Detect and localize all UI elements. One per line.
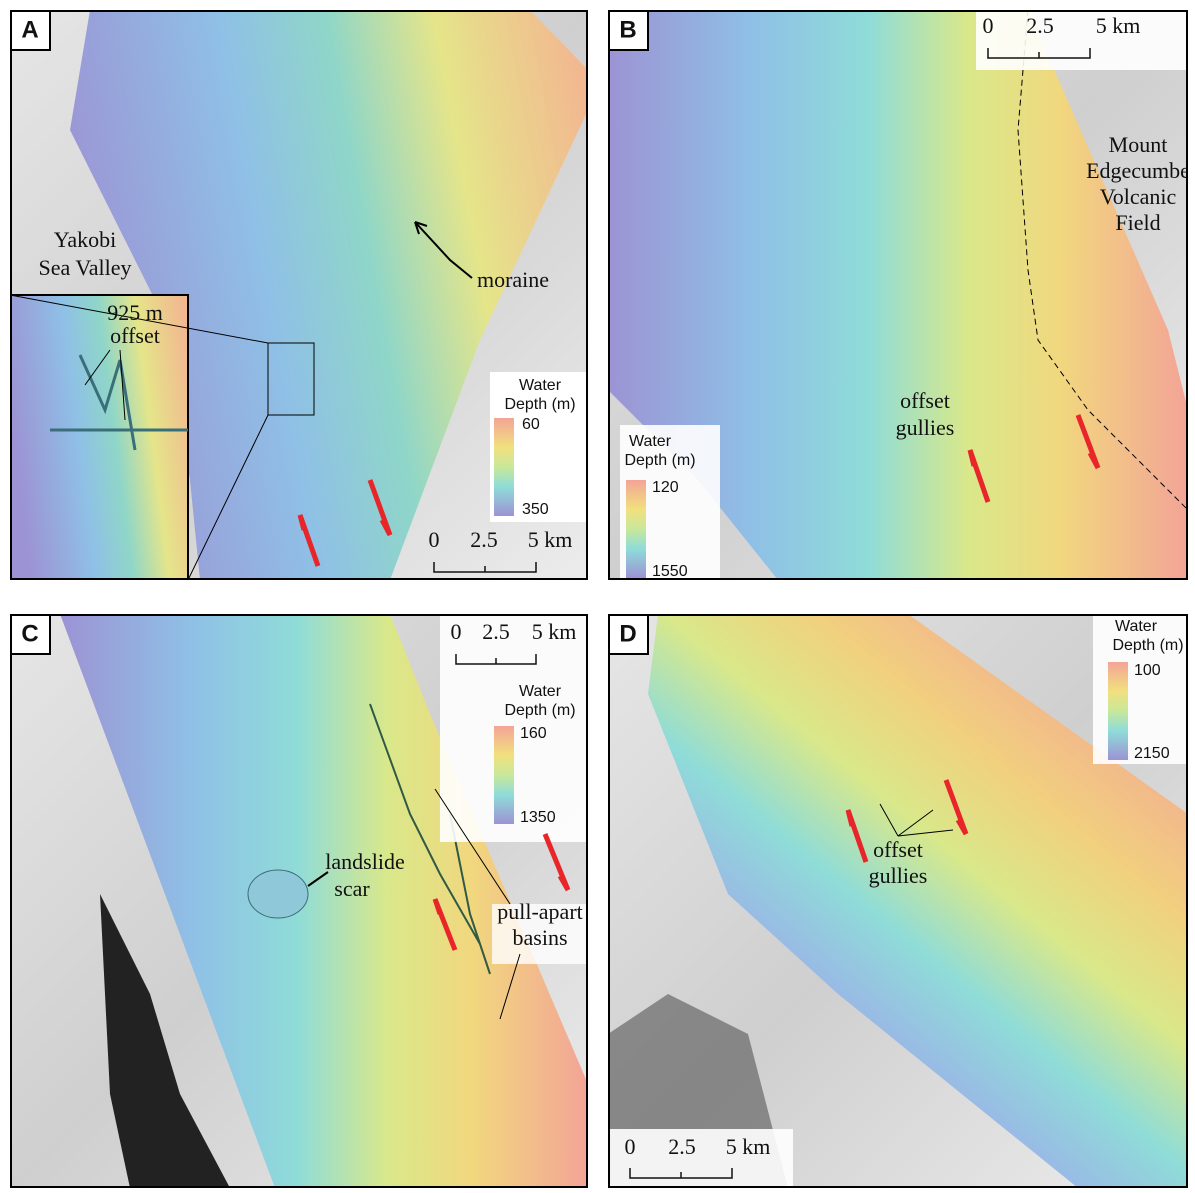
panel-b: 0 2.5 5 km Mount Edgecumbe Volcanic Fiel… [608,10,1188,580]
feature-label: offset [873,837,923,862]
landslide-scar [248,870,308,918]
legend-bottom: 1550 [652,563,688,580]
scale-label: 2.5 [668,1134,696,1159]
legend-top: 160 [520,725,547,742]
legend-title: Depth (m) [504,396,575,413]
legend-bar [494,726,514,824]
inset-label: 925 m [107,300,163,325]
place-label: Edgecumbe [1086,158,1188,183]
inset [10,295,188,580]
scale-label: 0 [429,527,440,552]
feature-label: offset [900,388,950,413]
legend-top: 100 [1134,662,1161,679]
legend-title: Water [629,433,672,450]
legend-bar [1108,662,1128,760]
feature-label: moraine [477,267,549,292]
panel-a: Yakobi Sea Valley 925 m offset moraine W… [10,10,588,580]
scale-label: 5 km [1096,13,1141,38]
place-label: Mount [1109,132,1168,157]
feature-label: gullies [896,415,955,440]
feature-label: basins [513,925,568,950]
legend-bottom: 2150 [1134,745,1170,762]
legend-top: 120 [652,479,679,496]
legend-bar [626,480,646,578]
scale-label: 0 [983,13,994,38]
feature-label: pull-apart [497,899,583,924]
place-label: Volcanic [1100,184,1177,209]
panel-label: C [21,620,38,647]
feature-label: landslide [325,849,404,874]
scale-label: 0 [451,619,462,644]
feature-label: scar [334,876,370,901]
legend-bottom: 350 [522,501,549,518]
scale-label: 2.5 [470,527,498,552]
scale-label: 2.5 [482,619,510,644]
place-label: Field [1115,210,1160,235]
page: Yakobi Sea Valley 925 m offset moraine W… [0,0,1195,1193]
legend-title: Depth (m) [504,702,575,719]
scale-label: 5 km [532,619,577,644]
legend-title: Water [519,683,562,700]
place-label: Yakobi [54,227,117,252]
panel-label: A [21,16,38,43]
place-label: Sea Valley [38,255,131,280]
panel-d: Water Depth (m) 100 2150 offset gullies … [608,614,1188,1188]
legend-title: Depth (m) [1112,637,1183,654]
scale-label: 5 km [726,1134,771,1159]
panel-label: D [619,620,636,647]
scale-label: 5 km [528,527,573,552]
scale-label: 0 [625,1134,636,1159]
legend-title: Depth (m) [624,452,695,469]
feature-label: gullies [869,863,928,888]
panel-c: 0 2.5 5 km Water Depth (m) 160 1350 pull… [10,614,588,1188]
legend-title: Water [1115,618,1158,635]
legend-top: 60 [522,416,540,433]
legend-bottom: 1350 [520,809,556,826]
scale-box [976,10,1188,70]
legend-title: Water [519,377,562,394]
panel-label: B [619,16,636,43]
legend-bar [494,418,514,516]
scale-label: 2.5 [1026,13,1054,38]
inset-label: offset [110,323,160,348]
